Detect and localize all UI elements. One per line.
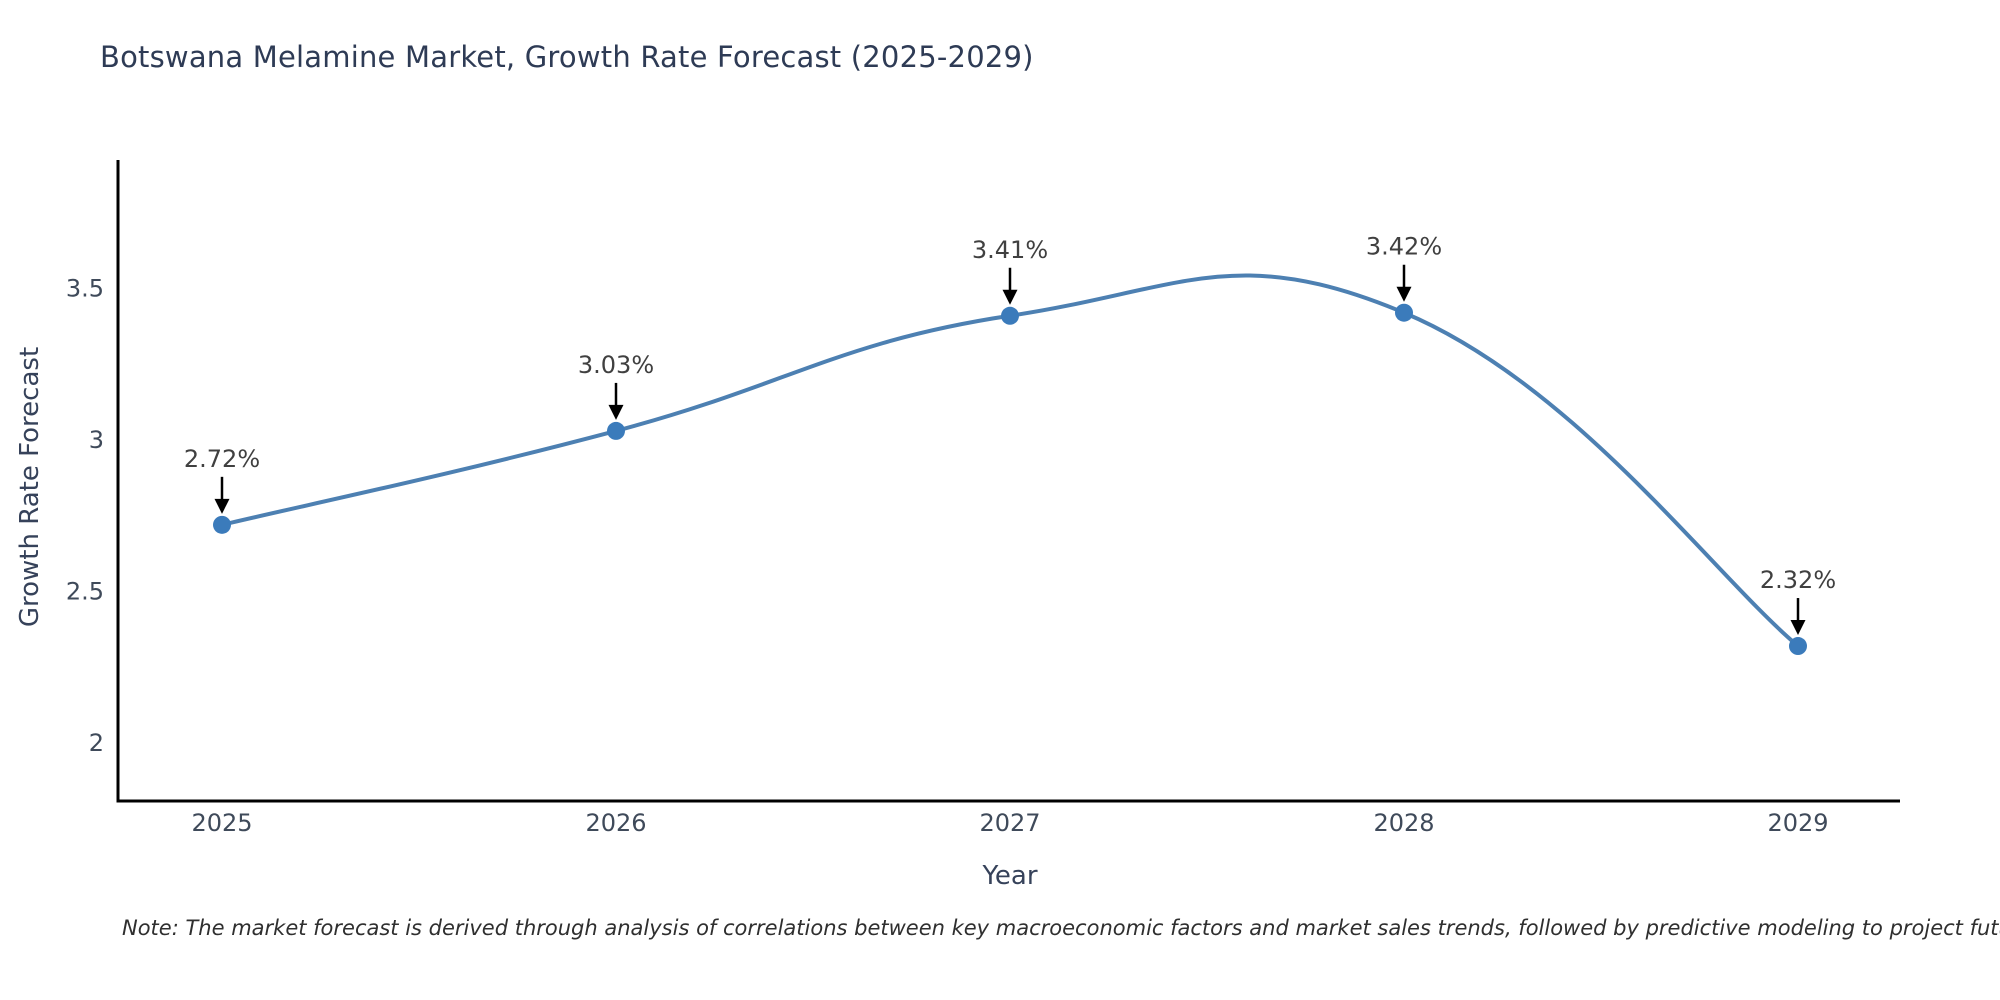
annotation-arrow-head <box>1790 620 1806 636</box>
point-value-label: 3.42% <box>1366 233 1442 261</box>
annotation-arrow-head <box>1396 286 1412 302</box>
forecast-line <box>220 273 1800 649</box>
line-series <box>213 273 1807 656</box>
y-tick-label: 2 <box>89 729 104 757</box>
y-tick-label: 2.5 <box>66 578 104 606</box>
annotation-arrow-head <box>608 404 624 420</box>
x-tick-label: 2029 <box>1767 809 1828 837</box>
x-tick-label: 2027 <box>979 809 1040 837</box>
point-value-label: 2.32% <box>1760 566 1836 594</box>
data-point-marker <box>607 421 625 440</box>
data-point-marker <box>1395 303 1413 322</box>
point-annotations: 2.72% 3.03% 3.41% 3.42% 2.32% <box>184 233 1836 636</box>
annotation-arrow-head <box>214 498 230 514</box>
y-tick-label: 3 <box>89 426 104 454</box>
point-value-label: 2.72% <box>184 445 260 473</box>
y-tick-label: 3.5 <box>66 275 104 303</box>
x-tick-label: 2026 <box>585 809 646 837</box>
annotation-arrow-head <box>1002 289 1018 305</box>
data-point-marker <box>1789 637 1807 656</box>
point-value-label: 3.03% <box>578 351 654 379</box>
data-point-marker <box>213 515 231 534</box>
y-axis-ticks: 2 2.5 3 3.5 <box>66 275 104 758</box>
x-tick-label: 2028 <box>1373 809 1434 837</box>
point-value-label: 3.41% <box>972 236 1048 264</box>
footnote: Note: The market forecast is derived thr… <box>122 916 2000 940</box>
x-axis-ticks: 2025 2026 2027 2028 2029 <box>191 809 1828 837</box>
x-tick-label: 2025 <box>191 809 252 837</box>
x-axis-title: Year <box>981 861 1037 891</box>
chart-title: Botswana Melamine Market, Growth Rate Fo… <box>100 40 1034 74</box>
y-axis-title: Growth Rate Forecast <box>15 347 45 627</box>
data-point-marker <box>1001 306 1019 325</box>
